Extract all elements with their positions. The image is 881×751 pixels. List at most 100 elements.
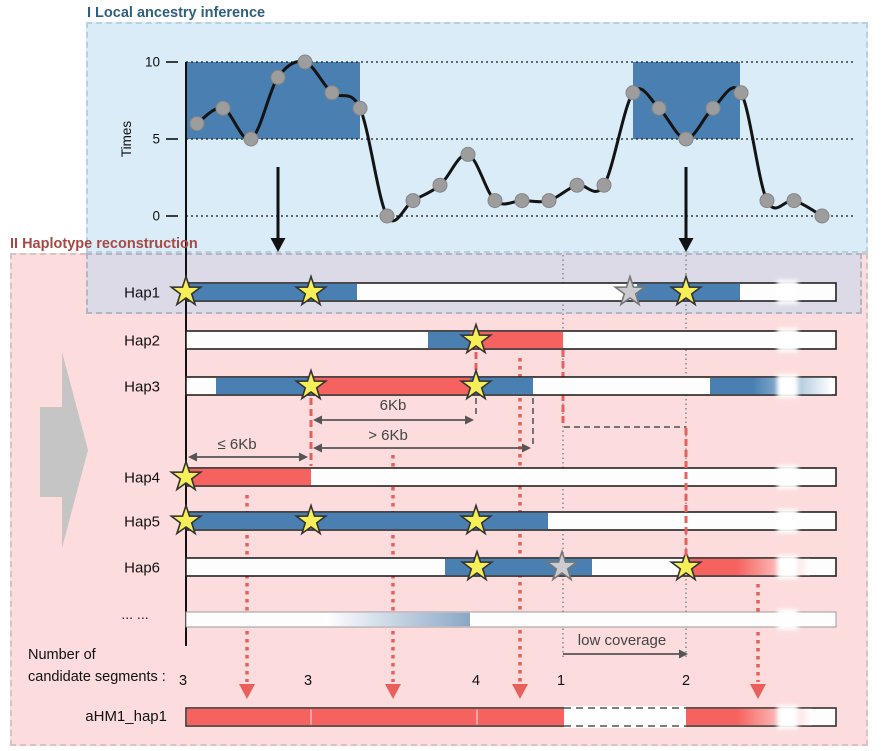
data-point	[733, 85, 749, 101]
data-point	[297, 54, 313, 70]
data-point	[324, 85, 340, 101]
down-arrow-head-icon	[678, 238, 694, 252]
candidate-count-line2: candidate segments :	[28, 669, 166, 685]
segment-blue-fade-hap3	[710, 377, 832, 395]
candidate-count-label: Number of candidate segments :	[28, 644, 166, 688]
data-point	[189, 116, 205, 132]
yellow-star-icon	[668, 273, 704, 307]
yellow-star-icon	[168, 273, 204, 307]
candidate-count-value: 2	[682, 673, 690, 689]
candidate-count-value: 3	[304, 673, 312, 689]
segment-gradient-blue-dots	[325, 612, 470, 627]
data-point	[625, 85, 641, 101]
arrow-head-right-icon	[522, 443, 531, 453]
arrow-head-left-icon	[313, 443, 322, 453]
chart-highlight-box	[633, 62, 740, 139]
candidate-count-value: 4	[472, 673, 480, 689]
data-point	[596, 177, 612, 193]
gray-star-icon	[544, 548, 580, 582]
yellow-star-icon	[168, 458, 204, 492]
result-haplotype-label: aHM1_hap1	[85, 708, 167, 725]
data-point	[678, 131, 694, 147]
candidate-count-value: 1	[557, 673, 565, 689]
segment-blue-hap5	[187, 512, 548, 530]
data-point	[379, 208, 395, 224]
data-point	[270, 69, 286, 85]
candidate-count-line1: Number of	[28, 647, 96, 663]
candidate-count-value: 3	[179, 673, 187, 689]
row-label-hap1: Hap1	[124, 285, 160, 302]
bar-break	[777, 609, 798, 630]
row-label-hap5: Hap5	[124, 514, 160, 531]
annotation-label: low coverage	[578, 632, 666, 649]
data-point	[514, 193, 530, 209]
red-arrow-head-icon	[239, 684, 255, 699]
red-arrow-head-icon	[512, 684, 528, 699]
bar-break	[777, 509, 798, 533]
yellow-star-icon	[168, 502, 204, 536]
segment-blue-hap3	[216, 377, 311, 395]
y-tick-label: 5	[152, 132, 160, 147]
data-point	[432, 177, 448, 193]
data-point	[487, 193, 503, 209]
arrow-head-left-icon	[188, 452, 197, 462]
data-point	[243, 131, 259, 147]
segment-red-hap2	[470, 331, 563, 349]
row-label-hap6: Hap6	[124, 560, 160, 577]
bar-break	[777, 705, 798, 729]
annotation-label: > 6Kb	[368, 427, 408, 444]
flow-arrow-icon	[40, 352, 88, 548]
down-arrow-head-icon	[270, 238, 286, 252]
data-point	[215, 100, 231, 116]
yellow-star-icon	[458, 502, 494, 536]
yellow-star-icon	[458, 367, 494, 401]
gray-star-icon	[612, 273, 648, 307]
segment-blue-hap1	[187, 283, 357, 301]
data-point	[759, 193, 775, 209]
yellow-star-icon	[293, 273, 329, 307]
result-gap-mask	[564, 706, 686, 728]
red-arrow-head-icon	[750, 684, 766, 699]
annotation-label: ≤ 6Kb	[217, 436, 256, 453]
red-arrow-head-icon	[385, 684, 401, 699]
arrow-head-right-icon	[465, 415, 474, 425]
segment-blue-hap2	[428, 331, 470, 349]
row-label-hap4: Hap4	[124, 470, 160, 487]
data-point	[405, 193, 421, 209]
data-point	[460, 146, 476, 162]
yellow-star-icon	[293, 502, 329, 536]
bar-break	[777, 465, 798, 489]
yellow-star-icon	[458, 321, 494, 355]
arrow-head-right-icon	[299, 452, 308, 462]
y-tick-label: 0	[152, 209, 160, 224]
segment-red-hap3	[311, 377, 470, 395]
arrow-head-left-icon	[313, 415, 322, 425]
data-point	[786, 193, 802, 209]
bar-break	[777, 280, 798, 304]
section1-title: I Local ancestry inference	[87, 5, 266, 21]
annotation-label: 6Kb	[380, 397, 407, 414]
data-point	[814, 208, 830, 224]
bar-break	[777, 374, 798, 398]
row-label-hap3: Hap3	[124, 379, 160, 396]
hap-bar-dots	[185, 611, 837, 628]
data-point	[705, 100, 721, 116]
arrow-head-right-icon	[679, 649, 688, 659]
data-point	[352, 100, 368, 116]
segment-red-hap4	[187, 468, 311, 486]
result-red-segment	[187, 708, 564, 726]
yellow-star-icon	[668, 548, 704, 582]
data-point	[651, 100, 667, 116]
y-axis-label: Times	[119, 121, 134, 157]
row-label-hap2: Hap2	[124, 333, 160, 350]
data-point	[541, 193, 557, 209]
y-tick-label: 10	[145, 55, 160, 70]
data-point	[569, 177, 585, 193]
section2-title: II Haplotype reconstruction	[10, 236, 198, 252]
bar-break	[777, 328, 798, 352]
yellow-star-icon	[459, 548, 495, 582]
ellipsis-row-label: ... ...	[121, 606, 149, 622]
yellow-star-icon	[293, 367, 329, 401]
